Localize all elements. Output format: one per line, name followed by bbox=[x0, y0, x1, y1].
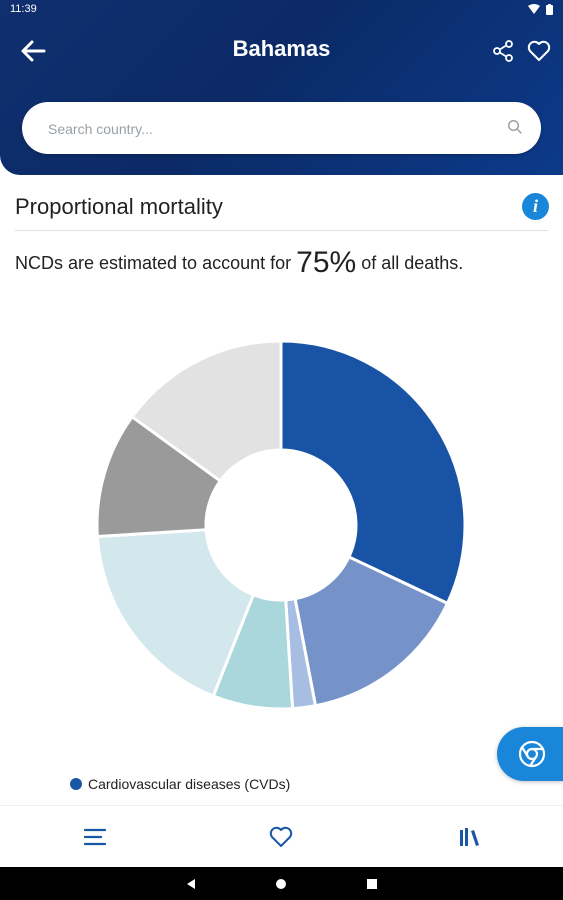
system-recents-button[interactable] bbox=[363, 875, 381, 893]
back-button[interactable] bbox=[18, 36, 48, 66]
legend-dot-cvd bbox=[70, 778, 82, 790]
battery-icon bbox=[546, 3, 553, 15]
chrome-icon bbox=[518, 740, 546, 768]
status-icons bbox=[528, 3, 553, 15]
nav-library[interactable] bbox=[455, 822, 485, 852]
menu-icon bbox=[84, 828, 106, 846]
donut-slice-2[interactable] bbox=[293, 554, 450, 708]
bottom-navigation bbox=[0, 805, 563, 868]
share-icon bbox=[493, 40, 513, 62]
arrow-left-icon bbox=[21, 40, 46, 62]
chrome-fab-button[interactable] bbox=[497, 727, 563, 781]
status-bar: 11:39 bbox=[0, 0, 563, 18]
circle-home-icon bbox=[276, 879, 286, 889]
system-navigation-bar bbox=[0, 867, 563, 900]
search-input[interactable] bbox=[46, 116, 480, 142]
search-icon[interactable] bbox=[507, 119, 523, 135]
system-back-button[interactable] bbox=[182, 875, 200, 893]
donut-slice-7[interactable] bbox=[130, 339, 283, 484]
heart-outline-icon bbox=[527, 40, 551, 61]
section-title: Proportional mortality bbox=[15, 194, 223, 219]
status-time: 11:39 bbox=[10, 3, 37, 15]
library-icon bbox=[460, 828, 479, 846]
divider bbox=[15, 230, 548, 231]
info-button[interactable]: i bbox=[522, 193, 549, 220]
wifi-icon bbox=[528, 4, 540, 14]
triangle-back-icon bbox=[187, 879, 195, 889]
ncd-suffix: of all deaths. bbox=[361, 253, 464, 273]
page-title: Bahamas bbox=[232, 36, 331, 61]
legend-item-cvd: Cardiovascular diseases (CVDs) bbox=[70, 776, 290, 792]
system-home-button[interactable] bbox=[272, 875, 290, 893]
legend-label-cvd: Cardiovascular diseases (CVDs) bbox=[88, 776, 291, 792]
heart-icon bbox=[269, 826, 293, 847]
square-recents-icon bbox=[367, 879, 377, 889]
ncd-percentage: 75% bbox=[296, 246, 357, 279]
info-icon: i bbox=[532, 196, 538, 216]
search-bar bbox=[22, 102, 541, 154]
share-button[interactable] bbox=[489, 37, 517, 65]
favorite-button[interactable] bbox=[525, 37, 553, 65]
mortality-donut-chart bbox=[95, 339, 467, 711]
nav-menu[interactable] bbox=[80, 822, 110, 852]
ncd-prefix: NCDs are estimated to account for bbox=[15, 253, 292, 273]
donut-slice-1[interactable] bbox=[279, 339, 467, 606]
donut-slice-5[interactable] bbox=[95, 528, 256, 699]
ncd-statement: NCDs are estimated to account for 75% of… bbox=[15, 246, 463, 280]
nav-favorites[interactable] bbox=[266, 822, 296, 852]
